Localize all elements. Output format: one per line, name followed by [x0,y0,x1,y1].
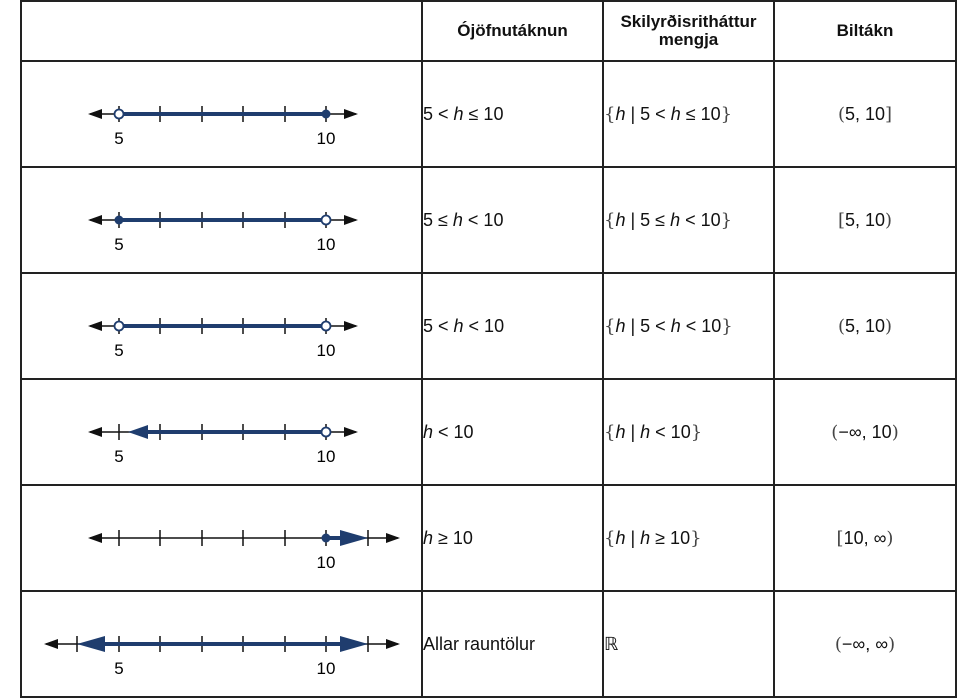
axis-arrow-left [88,215,102,225]
table-row: 5 10 h < 10 {h | h < 10} (−∞, 10) [20,378,957,486]
numberline-cell: 5 10 [20,166,423,274]
ray-arrow-left [128,425,148,439]
tick-label: 10 [317,553,336,572]
closed-endpoint [321,533,331,543]
header-setbuilder: Skilyrðisritháttur mengja [602,0,775,62]
table-row: 5 10 5 ≤ h < 10 {h | 5 ≤ h < 10} [5, 10) [20,166,957,274]
numberline-3: 5 10 [88,318,358,360]
header-row: Ójöfnutáknun Skilyrðisritháttur mengja B… [20,0,957,62]
tick-label: 10 [317,341,336,360]
tick-label: 5 [114,235,123,254]
axis-arrow-left [44,639,58,649]
ray-arrow-right [340,530,368,546]
axis-arrow-right [344,321,358,331]
header-interval: Biltákn [773,0,957,62]
open-endpoint [320,320,332,332]
setbuilder-cell: {h | 5 < h < 10} [602,272,775,380]
tick-label: 10 [317,447,336,466]
setbuilder-cell: {h | h ≥ 10} [602,484,775,592]
interval-cell: (−∞, ∞) [773,590,957,698]
interval-cell: (5, 10] [773,60,957,168]
numberline-cell: 5 10 [20,590,423,698]
axis-arrow-right [344,427,358,437]
setbuilder-cell: {h | 5 < h ≤ 10} [602,60,775,168]
inequality-cell: 5 < h < 10 [421,272,604,380]
numberline-2: 5 10 [88,212,358,254]
setbuilder-cell: {h | h < 10} [602,378,775,486]
axis-arrow-right [386,533,400,543]
axis-arrow-left [88,321,102,331]
open-endpoint [113,108,125,120]
interval-cell: (5, 10) [773,272,957,380]
closed-endpoint [321,109,331,119]
inequality-cell: h < 10 [421,378,604,486]
numberline-1: 5 10 [88,106,358,148]
interval-notation-table: Ójöfnutáknun Skilyrðisritháttur mengja B… [20,0,957,698]
ray-arrow-left [77,636,105,652]
interval-cell: (−∞, 10) [773,378,957,486]
table-row: 5 10 5 < h < 10 {h | 5 < h < 10} (5, 10) [20,272,957,380]
table-row: 5 10 Allar rauntölur ℝ (−∞, ∞) [20,590,957,698]
tick-label: 10 [317,129,336,148]
tick-label: 5 [114,659,123,678]
numberline-cell: 5 10 [20,272,423,380]
inequality-cell: 5 ≤ h < 10 [421,166,604,274]
inequality-cell: h ≥ 10 [421,484,604,592]
numberline-6: 5 10 [44,636,400,678]
numberline-5: 10 [88,530,400,572]
setbuilder-cell: ℝ [602,590,775,698]
axis-arrow-left [88,427,102,437]
axis-arrow-right [386,639,400,649]
tick-label: 5 [114,447,123,466]
ray-arrow-right [340,636,368,652]
tick-label: 5 [114,341,123,360]
header-inequality: Ójöfnutáknun [421,0,604,62]
interval-cell: [5, 10) [773,166,957,274]
tick-label: 5 [114,129,123,148]
closed-endpoint [114,215,124,225]
open-endpoint [113,320,125,332]
axis-arrow-right [344,215,358,225]
numberline-cell: 5 10 [20,378,423,486]
numberline-4: 5 10 [88,424,358,466]
numberline-cell: 10 [20,484,423,592]
axis-arrow-left [88,533,102,543]
numberline-cell: 5 10 [20,60,423,168]
table-row: 5 10 5 < h ≤ 10 {h | 5 < h ≤ 10} (5, 10] [20,60,957,168]
interval-cell: [10, ∞) [773,484,957,592]
inequality-cell: 5 < h ≤ 10 [421,60,604,168]
table-row: 10 h ≥ 10 {h | h ≥ 10} [10, ∞) [20,484,957,592]
tick-label: 10 [317,659,336,678]
setbuilder-cell: {h | 5 ≤ h < 10} [602,166,775,274]
tick-label: 10 [317,235,336,254]
inequality-cell: Allar rauntölur [421,590,604,698]
open-endpoint [320,214,332,226]
axis-arrow-left [88,109,102,119]
header-numberline [20,0,423,62]
axis-arrow-right [344,109,358,119]
open-endpoint [320,426,332,438]
